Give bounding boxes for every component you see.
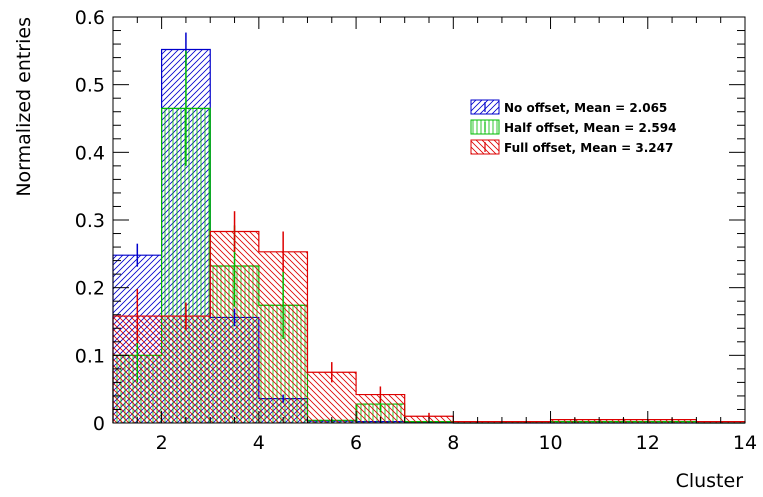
y-axis-title: Normalized entries [13,17,35,197]
x-tick-label: 12 [636,432,660,454]
y-tick-label: 0.6 [75,7,105,29]
y-tick-label: 0.5 [75,75,105,97]
x-tick-label: 10 [538,432,562,454]
series-layer [112,32,746,424]
legend-label: Full offset, Mean = 3.247 [504,141,673,155]
x-tick-label: 6 [350,432,362,454]
series-outline [112,230,746,423]
x-tick-label: 4 [253,432,265,454]
series-fill [113,231,745,423]
y-tick-label: 0 [93,413,105,435]
legend-entry: Full offset, Mean = 3.247 [470,139,673,155]
legend: No offset, Mean = 2.065 Half offset, Mean… [470,99,676,155]
legend-entry: No offset, Mean = 2.065 [470,99,667,115]
y-tick-label: 0.3 [75,210,105,232]
legend-label: No offset, Mean = 2.065 [504,101,667,115]
series-2 [112,230,746,423]
legend-entry: Half offset, Mean = 2.594 [470,119,676,135]
y-tick-label: 0.2 [75,278,105,300]
y-tick-label: 0.4 [75,142,105,164]
legend-label: Half offset, Mean = 2.594 [504,121,676,135]
y-tick-label: 0.1 [75,345,105,367]
x-axis-title: Cluster [676,470,744,492]
axis-layer: 2 4 6 8 10 12 14 0 0.1 0.2 0.3 0.4 0.5 0.6 [75,7,757,454]
x-tick-label: 14 [733,432,757,454]
x-tick-label: 8 [447,432,459,454]
x-tick-label: 2 [156,432,168,454]
